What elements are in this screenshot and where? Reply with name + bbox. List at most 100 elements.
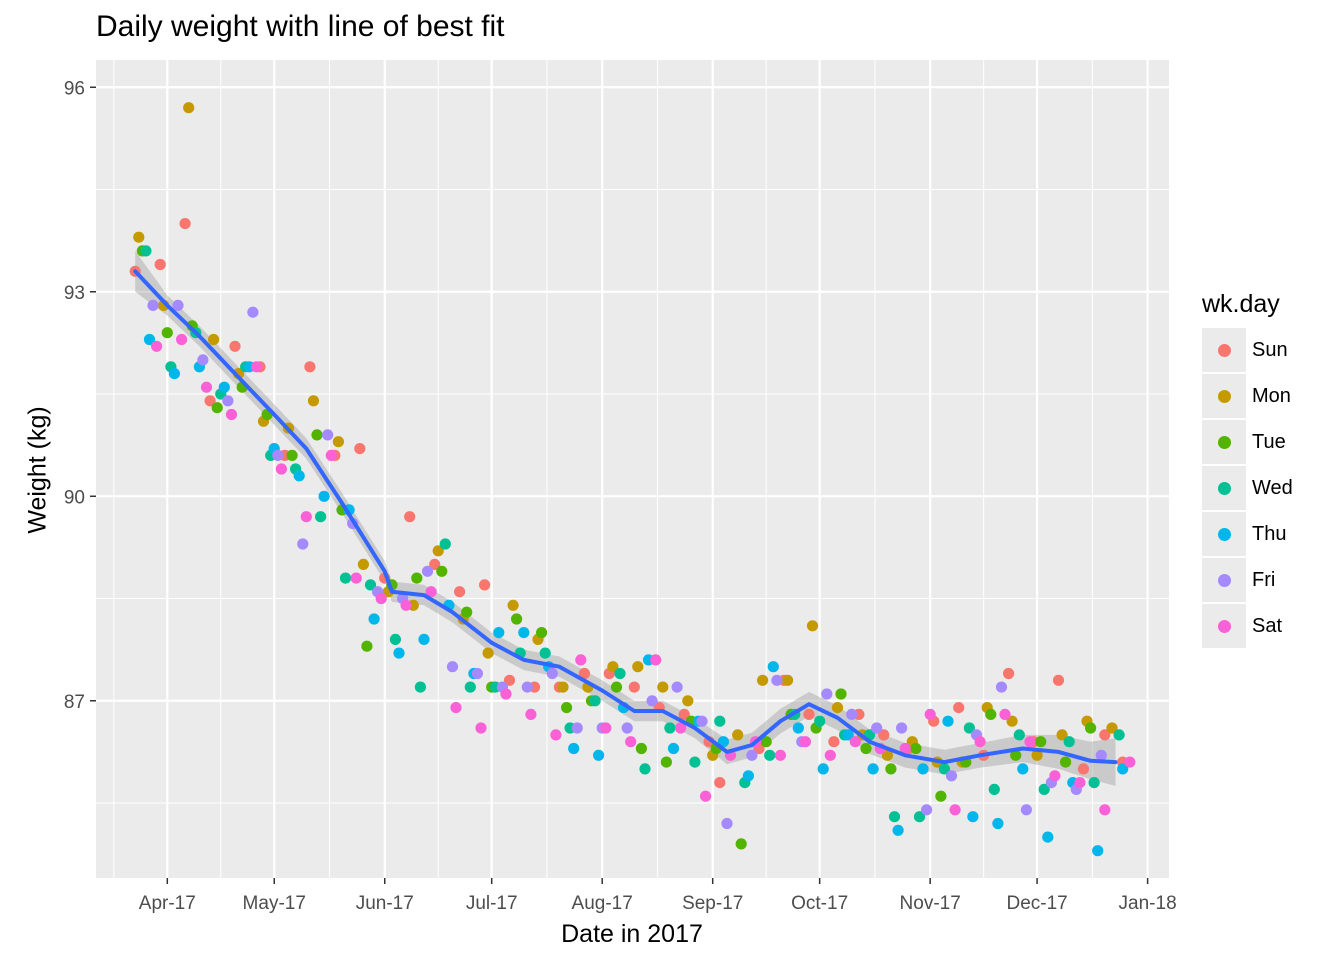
data-point-sat: [176, 333, 188, 346]
data-point-mon: [208, 333, 220, 346]
data-point-sun: [503, 674, 516, 686]
data-point-sat: [1124, 756, 1136, 768]
legend-label: Thu: [1252, 522, 1287, 545]
data-point-tue: [985, 708, 997, 721]
data-point-sun: [714, 777, 726, 789]
legend-item-sat: Sat: [1202, 603, 1293, 649]
data-point-thu: [917, 763, 929, 775]
data-point-fri: [945, 770, 958, 782]
data-point-sun: [354, 443, 366, 455]
data-point-tue: [935, 790, 947, 802]
data-point-mon: [507, 599, 519, 611]
data-point-tue: [536, 627, 548, 639]
data-point-sat: [375, 592, 387, 605]
legend-key: [1202, 466, 1246, 510]
data-point-mon: [831, 702, 844, 714]
data-point-sat: [325, 449, 337, 461]
legend-item-wed: Wed: [1202, 465, 1293, 511]
data-point-mon: [682, 695, 694, 707]
data-point-sat: [400, 599, 412, 611]
data-point-mon: [732, 729, 744, 741]
data-point-thu: [717, 736, 730, 748]
data-point-fri: [646, 695, 658, 707]
data-point-mon: [1031, 749, 1043, 761]
data-point-mon: [432, 545, 444, 557]
legend-dot: [1217, 481, 1231, 495]
data-point-thu: [867, 763, 879, 775]
data-point-sat: [200, 381, 213, 393]
data-point-tue: [461, 606, 473, 618]
legend-dot: [1217, 435, 1231, 449]
data-point-thu: [1017, 763, 1029, 775]
data-point-thu: [168, 368, 180, 380]
data-point-tue: [411, 572, 423, 584]
data-point-fri: [247, 306, 259, 318]
data-point-sat: [151, 340, 163, 352]
data-point-thu: [593, 749, 605, 761]
data-point-sat: [525, 708, 537, 721]
data-point-mon: [806, 620, 819, 632]
data-point-wed: [464, 681, 476, 693]
data-point-mon: [1106, 722, 1118, 734]
data-point-fri: [821, 688, 833, 700]
data-point-fri: [421, 565, 434, 577]
data-point-wed: [339, 572, 352, 584]
data-point-sun: [229, 340, 241, 352]
data-point-sat: [600, 722, 612, 734]
x-tick-label: Aug-17: [572, 893, 633, 914]
data-point-fri: [896, 722, 908, 734]
data-point-sat: [1024, 736, 1036, 748]
data-point-thu: [493, 627, 505, 639]
y-tick-label: 90: [64, 487, 85, 508]
y-axis: 87 90 93 96: [64, 78, 96, 713]
data-point-sun: [179, 218, 191, 230]
data-point-mon: [607, 661, 619, 673]
data-point-fri: [746, 749, 758, 761]
data-point-sat: [500, 688, 512, 700]
legend-item-mon: Mon: [1202, 373, 1293, 419]
y-tick-label: 93: [64, 283, 85, 304]
data-point-fri: [322, 429, 334, 441]
data-point-thu: [568, 742, 580, 755]
legend-label: Sun: [1252, 338, 1288, 361]
series-mon: [133, 102, 1118, 768]
legend-label: Tue: [1252, 430, 1286, 453]
data-point-sat: [774, 749, 787, 761]
data-point-mon: [782, 674, 794, 686]
data-point-mon: [482, 647, 494, 659]
data-point-sun: [404, 511, 416, 523]
data-point-sat: [275, 463, 287, 475]
data-point-thu: [942, 715, 954, 727]
data-point-fri: [272, 449, 284, 461]
data-point-wed: [714, 715, 726, 727]
data-point-wed: [315, 511, 327, 523]
data-point-fri: [297, 538, 309, 550]
y-tick-label: 96: [64, 78, 85, 99]
data-point-fri: [172, 299, 184, 311]
data-point-thu: [1092, 845, 1104, 857]
data-point-wed: [639, 763, 651, 775]
data-point-tue: [735, 838, 747, 850]
data-point-sun: [304, 361, 316, 373]
data-point-wed: [414, 681, 426, 693]
data-point-thu: [967, 811, 979, 823]
data-point-thu: [218, 381, 230, 393]
data-point-wed: [963, 722, 976, 734]
data-point-wed: [589, 695, 601, 707]
data-point-wed: [1063, 736, 1075, 748]
data-point-thu: [518, 627, 530, 639]
data-point-sun: [628, 681, 640, 693]
data-point-tue: [610, 681, 623, 693]
x-tick-label: Apr-17: [139, 893, 196, 914]
data-point-fri: [721, 817, 733, 830]
legend-label: Wed: [1252, 476, 1293, 499]
data-point-sun: [1099, 729, 1111, 741]
data-point-fri: [1020, 804, 1032, 816]
data-point-thu: [1042, 831, 1054, 843]
data-point-sat: [974, 736, 986, 748]
series-wed: [140, 245, 1125, 823]
data-point-wed: [1013, 729, 1025, 741]
data-point-fri: [197, 354, 209, 366]
data-point-wed: [814, 715, 826, 727]
data-point-sun: [429, 558, 441, 571]
